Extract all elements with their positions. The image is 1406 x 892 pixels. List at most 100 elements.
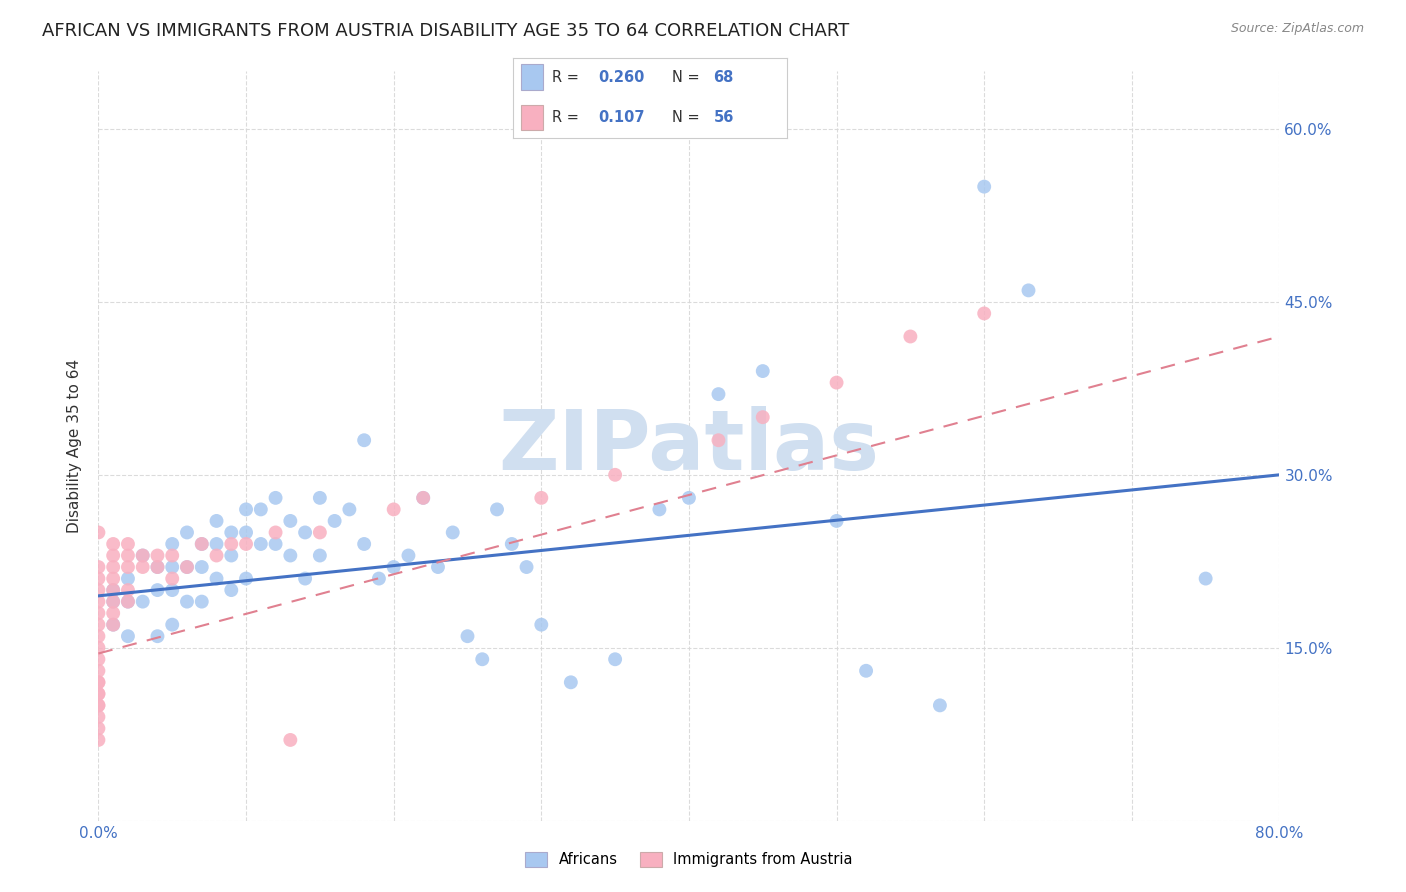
Point <box>235 502 257 516</box>
Point <box>146 629 169 643</box>
Point <box>412 491 434 505</box>
Point <box>117 560 139 574</box>
Point <box>87 675 110 690</box>
Point <box>323 514 346 528</box>
Point <box>191 560 214 574</box>
Point <box>87 640 110 655</box>
Point <box>205 572 228 586</box>
Point <box>87 722 110 736</box>
Point <box>235 537 257 551</box>
Point <box>117 594 139 608</box>
Point <box>382 502 405 516</box>
Point <box>221 537 243 551</box>
Point <box>103 583 125 598</box>
Point <box>973 306 995 320</box>
Point <box>87 733 110 747</box>
Point <box>929 698 952 713</box>
Point <box>825 514 848 528</box>
Point <box>162 549 183 563</box>
Point <box>412 491 434 505</box>
Point <box>973 179 995 194</box>
Point <box>176 525 198 540</box>
Point <box>103 560 125 574</box>
Point <box>87 594 110 608</box>
Point <box>176 560 198 574</box>
Point <box>825 376 848 390</box>
Point <box>752 364 775 378</box>
Legend: Africans, Immigrants from Austria: Africans, Immigrants from Austria <box>519 847 859 873</box>
Point <box>382 560 405 574</box>
Point <box>678 491 700 505</box>
Point <box>707 434 730 448</box>
Point <box>250 537 273 551</box>
Point <box>87 606 110 620</box>
Point <box>103 617 125 632</box>
Point <box>87 629 110 643</box>
Point <box>221 549 243 563</box>
Point <box>87 710 110 724</box>
Point <box>221 525 243 540</box>
Point <box>103 617 125 632</box>
Text: AFRICAN VS IMMIGRANTS FROM AUSTRIA DISABILITY AGE 35 TO 64 CORRELATION CHART: AFRICAN VS IMMIGRANTS FROM AUSTRIA DISAB… <box>42 22 849 40</box>
Point <box>205 549 228 563</box>
Point <box>648 502 671 516</box>
Point <box>221 583 243 598</box>
Point <box>264 491 287 505</box>
Point <box>87 698 110 713</box>
Text: N =: N = <box>672 70 704 85</box>
Point <box>339 502 361 516</box>
Point <box>132 594 155 608</box>
Point <box>309 491 332 505</box>
Point <box>471 652 494 666</box>
Point <box>280 733 302 747</box>
Text: 56: 56 <box>713 110 734 125</box>
Point <box>117 572 139 586</box>
Bar <box>522 64 543 90</box>
Point <box>280 549 302 563</box>
Point <box>353 434 375 448</box>
Point <box>132 560 155 574</box>
Point <box>264 537 287 551</box>
Point <box>1018 284 1040 298</box>
Point <box>457 629 479 643</box>
Point <box>87 617 110 632</box>
Point <box>103 549 125 563</box>
Point <box>162 617 183 632</box>
Text: 68: 68 <box>713 70 734 85</box>
Point <box>530 617 553 632</box>
Point <box>205 514 228 528</box>
Point <box>162 572 183 586</box>
Point <box>87 687 110 701</box>
Point <box>87 698 110 713</box>
Point <box>176 594 198 608</box>
Point <box>752 410 775 425</box>
Point <box>87 525 110 540</box>
Point <box>398 549 420 563</box>
Point <box>103 594 125 608</box>
Point <box>87 687 110 701</box>
Point <box>855 664 877 678</box>
Point <box>117 537 139 551</box>
Point <box>191 537 214 551</box>
Point <box>87 675 110 690</box>
Point <box>103 583 125 598</box>
Y-axis label: Disability Age 35 to 64: Disability Age 35 to 64 <box>67 359 83 533</box>
Point <box>87 664 110 678</box>
Text: N =: N = <box>672 110 704 125</box>
Text: Source: ZipAtlas.com: Source: ZipAtlas.com <box>1230 22 1364 36</box>
Point <box>264 525 287 540</box>
Point <box>146 560 169 574</box>
Point <box>605 652 627 666</box>
Point <box>87 652 110 666</box>
Point <box>516 560 538 574</box>
Point <box>103 537 125 551</box>
Point <box>191 537 214 551</box>
Point <box>103 572 125 586</box>
Point <box>294 572 316 586</box>
Text: 0.260: 0.260 <box>598 70 644 85</box>
Point <box>486 502 509 516</box>
Point <box>87 560 110 574</box>
Text: R =: R = <box>551 110 583 125</box>
Point <box>280 514 302 528</box>
Bar <box>522 104 543 130</box>
